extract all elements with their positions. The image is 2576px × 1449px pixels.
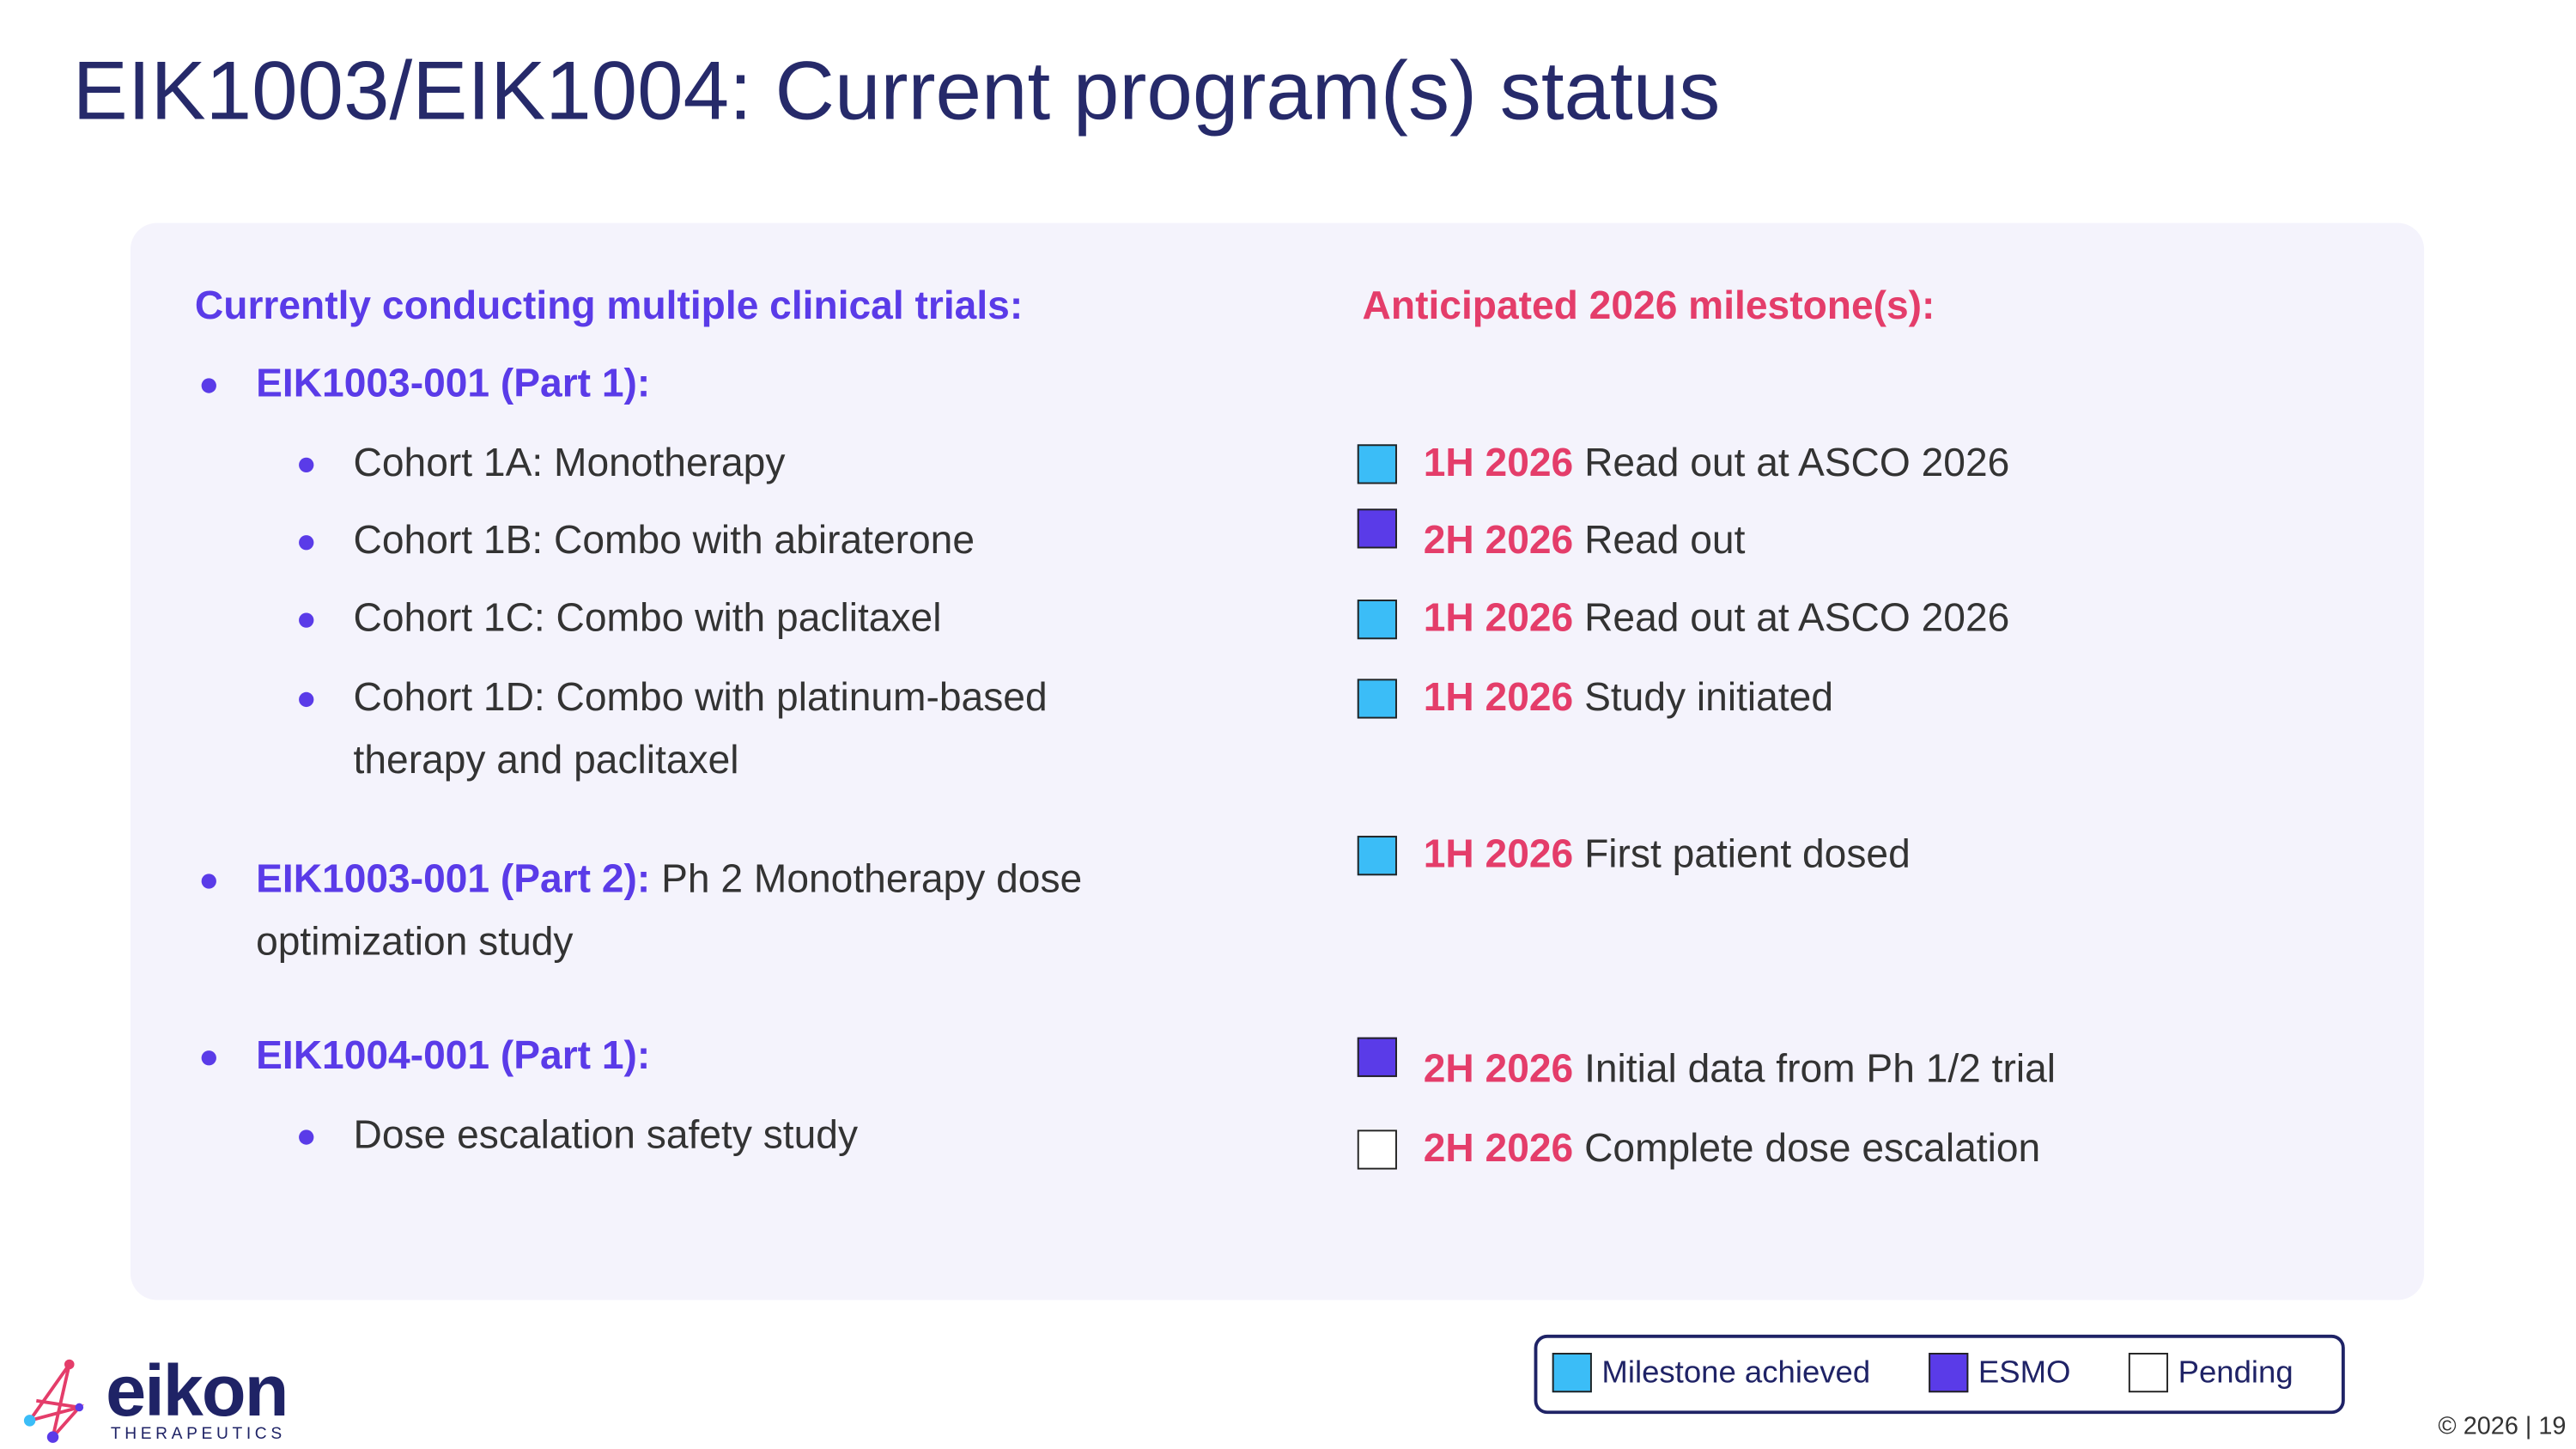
title: EIK1003/EIK1004: Current program(s) stat… [72,44,1721,137]
sub-bullet [299,457,314,473]
milestone: 1H 2026 Read out at ASCO 2026 [1424,588,2010,651]
cohort: Cohort 1A: Monotherapy [353,441,786,486]
milestone-period: 1H 2026 [1423,441,1574,486]
left-heading: Currently conducting multiple clinical t… [194,283,1024,329]
panel [130,222,2425,1300]
milestone-text: Study initiated [1584,675,1834,721]
legend-label: Pending [2178,1355,2293,1391]
milestone-text: First patient dosed [1584,832,1911,878]
sub-bullet [299,1129,314,1145]
milestone: 1H 2026 Study initiated [1424,667,1833,730]
milestone-period: 1H 2026 [1423,832,1574,878]
milestone-period: 2H 2026 [1423,1047,1574,1093]
milestone-period: 1H 2026 [1423,596,1574,642]
milestone-period: 2H 2026 [1423,518,1574,563]
bullet [201,1050,216,1066]
trial: EIK1004-001 (Part 1): [256,1026,1181,1088]
legend-label: ESMO [1978,1355,2071,1391]
milestone: 1H 2026 First patient dosed [1424,825,1911,887]
status-box [1357,1129,1397,1170]
footer: © 2026 | 19 [2438,1412,2567,1440]
sub-bullet [299,535,314,551]
status-box [1357,508,1397,549]
legend-swatch [2128,1353,2169,1393]
cohort: Cohort 1C: Combo with paclitaxel [353,596,942,642]
milestone-period: 1H 2026 [1423,675,1574,721]
cohort: Cohort 1B: Combo with abiraterone [353,518,975,563]
trial: EIK1003-001 (Part 1): [256,354,1181,417]
milestone: 2H 2026 Initial data from Ph 1/2 trial [1424,1039,2056,1102]
trial-label: EIK1003-001 (Part 1): [256,362,651,407]
logo-icon [23,1359,85,1443]
trial: EIK1003-001 (Part 2): Ph 2 Monotherapy d… [256,849,1181,974]
cohort: Cohort 1D: Combo with platinum-based the… [353,675,1048,783]
milestone: 2H 2026 Read out [1424,510,1746,573]
logo-name: eikon [106,1351,289,1433]
trial-label: EIK1003-001 (Part 2): [256,857,651,903]
legend-swatch [1552,1353,1592,1393]
status-box [1357,1037,1397,1077]
legend-label: Milestone achieved [1601,1355,1871,1391]
status-box [1357,600,1397,640]
bullet [201,378,216,393]
logo-tagline: THERAPEUTICS [110,1425,286,1444]
sub-bullet [299,691,314,708]
milestone-text: Read out [1584,518,1746,563]
right-heading: Anticipated 2026 milestone(s): [1362,283,1935,329]
legend-swatch [1929,1353,1969,1393]
status-box [1357,836,1397,876]
milestone: 2H 2026 Complete dose escalation [1424,1118,2040,1181]
cohort: Dose escalation safety study [353,1113,859,1159]
milestone: 1H 2026 Read out at ASCO 2026 [1424,433,2010,496]
milestone-text: Read out at ASCO 2026 [1584,596,2010,642]
milestone-text: Complete dose escalation [1584,1126,2041,1172]
milestone-text: Initial data from Ph 1/2 trial [1584,1047,2057,1093]
milestone-text: Read out at ASCO 2026 [1584,441,2010,486]
sub-bullet [299,612,314,628]
trial-label: EIK1004-001 (Part 1): [256,1033,651,1079]
legend [1534,1334,2345,1415]
milestone-period: 2H 2026 [1423,1126,1574,1172]
bullet [201,874,216,889]
trial-detail: Ph 2 Monotherapy dose optimization study [256,857,1083,965]
status-box [1357,444,1397,484]
status-box [1357,679,1397,719]
